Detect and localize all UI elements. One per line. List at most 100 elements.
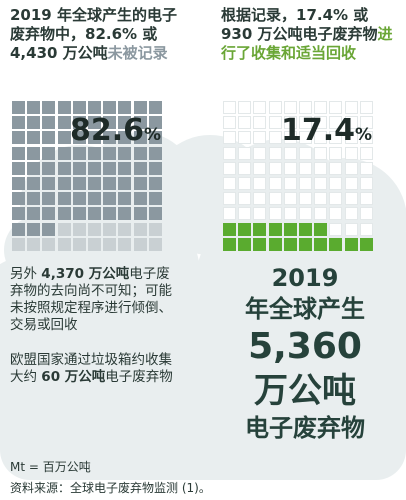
waffle-cell xyxy=(57,177,71,190)
note2-bold: 60 万公吨 xyxy=(41,369,106,385)
waffle-cell xyxy=(42,207,56,221)
waffle-cell xyxy=(268,192,282,206)
waffle-cell xyxy=(223,207,236,221)
waffle-cell xyxy=(72,131,86,145)
waffle-cell xyxy=(148,207,162,221)
waffle-cell xyxy=(12,177,25,190)
waffle-cell xyxy=(72,116,86,130)
waffle-cell xyxy=(12,161,25,175)
left-percent-symbol: % xyxy=(144,125,162,145)
waffle-cell xyxy=(344,146,358,160)
waffle-cell xyxy=(103,101,117,114)
right-percent-label: 17.4% xyxy=(281,113,372,148)
waffle-cell xyxy=(57,161,71,175)
waffle-cell xyxy=(103,192,117,206)
waffle-cell xyxy=(57,101,71,114)
waffle-cell xyxy=(88,146,101,160)
total-value: 5,360 xyxy=(248,326,362,367)
waffle-cell xyxy=(133,177,147,190)
waffle-cell xyxy=(359,101,373,114)
waffle-cell xyxy=(344,207,358,221)
waffle-cell xyxy=(133,207,147,221)
waffle-cell xyxy=(12,237,25,251)
waffle-cell xyxy=(299,192,312,206)
waffle-cell xyxy=(12,192,25,206)
waffle-cell xyxy=(12,207,25,221)
waffle-cell xyxy=(314,192,328,206)
waffle-cell xyxy=(133,161,147,175)
waffle-cell xyxy=(268,146,282,160)
waffle-cell xyxy=(27,237,41,251)
waffle-cell xyxy=(27,161,41,175)
waffle-cell xyxy=(314,177,328,190)
waffle-cell xyxy=(344,237,358,251)
waffle-cell xyxy=(344,131,358,145)
waffle-cell xyxy=(27,131,41,145)
waffle-cell xyxy=(42,237,56,251)
waffle-cell xyxy=(299,161,312,175)
waffle-cell xyxy=(133,116,147,130)
waffle-cell xyxy=(88,207,101,221)
left-note-unknown: 另外 4,370 万公吨电子废弃物的去向尚不可知；可能未按照规定程序进行倾倒、交… xyxy=(10,266,175,334)
waffle-cell xyxy=(299,177,312,190)
waffle-cell xyxy=(329,207,343,221)
waffle-cell xyxy=(359,177,373,190)
waffle-cell xyxy=(133,237,147,251)
waffle-cell xyxy=(238,161,252,175)
waffle-cell xyxy=(57,131,71,145)
waffle-cell xyxy=(12,131,25,145)
waffle-cell xyxy=(27,101,41,114)
waffle-cell xyxy=(329,131,343,145)
waffle-cell xyxy=(268,116,282,130)
waffle-cell xyxy=(299,101,312,114)
waffle-cell xyxy=(72,101,86,114)
left-waffle-chart: 82.6% xyxy=(12,101,177,253)
waffle-cell xyxy=(359,116,373,130)
waffle-cell xyxy=(283,131,297,145)
waffle-cell xyxy=(27,192,41,206)
waffle-cell xyxy=(223,161,236,175)
waffle-cell xyxy=(283,146,297,160)
waffle-cell xyxy=(283,116,297,130)
waffle-cell xyxy=(359,237,373,251)
waffle-cell xyxy=(88,116,101,130)
waffle-cell xyxy=(359,131,373,145)
waffle-cell xyxy=(314,131,328,145)
waffle-cell xyxy=(88,131,101,145)
waffle-cell xyxy=(238,131,252,145)
waffle-cell xyxy=(344,101,358,114)
right-percent-symbol: % xyxy=(355,125,373,145)
waffle-cell xyxy=(299,222,312,236)
waffle-cell xyxy=(118,131,132,145)
waffle-cell xyxy=(27,177,41,190)
waffle-cell xyxy=(329,161,343,175)
waffle-cell xyxy=(359,192,373,206)
waffle-cell xyxy=(223,177,236,190)
waffle-cell xyxy=(344,161,358,175)
total-year: 2019 xyxy=(271,264,339,292)
waffle-cell xyxy=(314,146,328,160)
waffle-cell xyxy=(314,101,328,114)
total-unit: 万公吨 xyxy=(254,371,356,411)
waffle-cell xyxy=(268,207,282,221)
waffle-cell xyxy=(299,207,312,221)
total-caption: 年全球产生 xyxy=(245,295,365,323)
waffle-cell xyxy=(72,207,86,221)
waffle-cell xyxy=(253,146,267,160)
waffle-cell xyxy=(268,131,282,145)
waffle-cell xyxy=(299,131,312,145)
waffle-cell xyxy=(88,222,101,236)
note1-pre: 另外 xyxy=(10,266,42,282)
waffle-cell xyxy=(148,146,162,160)
waffle-cell xyxy=(238,101,252,114)
left-title-highlight: 未被记录 xyxy=(107,44,168,62)
waffle-cell xyxy=(88,237,101,251)
waffle-cell xyxy=(12,222,25,236)
waffle-cell xyxy=(27,116,41,130)
waffle-cell xyxy=(72,237,86,251)
waffle-cell xyxy=(118,222,132,236)
waffle-cell xyxy=(223,101,236,114)
waffle-cell xyxy=(359,222,373,236)
right-title: 根据记录，17.4% 或 930 万公吨电子废弃物进行了收集和适当回收 xyxy=(221,6,396,63)
waffle-cell xyxy=(299,237,312,251)
